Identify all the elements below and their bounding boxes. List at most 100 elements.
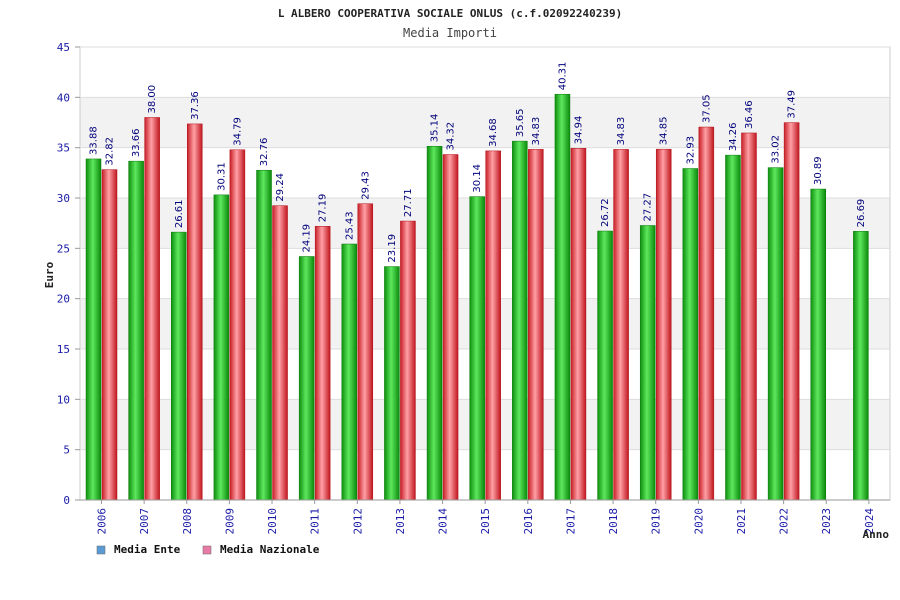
x-tick-label-2006: 2006 [96,508,109,535]
y-tick-label: 5 [63,444,70,457]
data-label-media-ente-2015: 30.14 [472,164,483,193]
data-label-media-nazionale-2015: 34.68 [488,118,499,147]
data-label-media-ente-2006: 33.88 [89,126,100,155]
x-tick-label-2024: 2024 [863,508,876,535]
x-tick-label-2013: 2013 [394,508,407,535]
y-tick-label: 0 [63,494,70,507]
bar-media-ente-2014 [426,146,443,501]
data-label-media-nazionale-2019: 34.85 [659,117,670,146]
x-tick-label-2019: 2019 [650,508,663,535]
bars-group [85,93,869,501]
data-label-media-ente-2018: 26.72 [600,198,611,227]
bar-media-nazionale-2015 [485,150,501,501]
x-axis-label: Anno [863,528,890,541]
x-tick-label-2023: 2023 [820,508,833,535]
bar-media-ente-2015 [469,196,485,501]
x-tick-label-2007: 2007 [138,508,151,535]
bar-media-ente-2022 [767,167,784,501]
bar-media-ente-2024 [853,231,869,501]
data-label-media-nazionale-2011: 27.19 [318,194,329,223]
data-label-media-nazionale-2014: 34.32 [446,122,457,151]
bar-media-nazionale-2009 [229,149,246,501]
bar-media-nazionale-2010 [272,205,288,501]
data-label-media-ente-2024: 26.69 [856,199,867,228]
data-label-media-nazionale-2021: 36.46 [744,100,755,129]
x-tick-label-2022: 2022 [778,508,791,535]
bar-media-ente-2013 [384,266,400,501]
bar-media-ente-2018 [597,230,613,501]
data-label-media-ente-2011: 24.19 [302,224,313,253]
y-tick-label: 35 [57,142,70,155]
data-label-media-nazionale-2009: 34.79 [232,117,243,146]
x-tick-label-2012: 2012 [351,508,364,535]
x-tick-label-2014: 2014 [437,508,450,535]
y-tick-label: 15 [57,343,70,356]
bar-media-ente-2017 [554,93,571,501]
data-label-media-nazionale-2008: 37.36 [190,91,201,120]
bar-media-ente-2023 [810,188,826,501]
bar-media-ente-2019 [639,225,656,501]
chart-title: L ALBERO COOPERATIVA SOCIALE ONLUS (c.f.… [278,7,622,20]
x-tick-label-2017: 2017 [564,508,577,535]
y-tick-label: 45 [57,41,70,54]
legend-swatch-media-nazionale [202,545,212,555]
data-label-media-ente-2021: 34.26 [728,122,739,151]
data-label-media-ente-2010: 32.76 [259,138,270,167]
data-label-media-ente-2016: 35.65 [515,108,526,137]
bar-media-ente-2006 [85,158,102,501]
data-label-media-ente-2022: 33.02 [771,135,782,164]
x-tick-label-2015: 2015 [479,508,492,535]
bar-media-nazionale-2007 [144,117,160,501]
bar-media-nazionale-2016 [528,149,544,501]
data-label-media-nazionale-2010: 29.24 [275,173,286,202]
legend: Media Ente Media Nazionale [96,543,320,556]
data-label-media-nazionale-2018: 34.83 [616,117,627,146]
x-tick-label-2020: 2020 [692,508,705,535]
bar-media-nazionale-2012 [357,203,374,501]
bar-media-nazionale-2022 [783,122,800,501]
bar-media-ente-2021 [725,154,741,501]
data-label-media-ente-2020: 32.93 [685,136,696,165]
bar-media-ente-2020 [682,168,699,501]
legend-swatch-media-ente [96,545,106,555]
chart-subtitle: Media Importi [403,26,497,40]
y-axis-label: Euro [43,261,56,288]
bar-media-nazionale-2013 [400,220,416,501]
y-tick-label: 25 [57,242,70,255]
bar-media-ente-2012 [341,243,358,501]
data-label-media-nazionale-2013: 27.71 [403,188,414,217]
bar-media-ente-2009 [213,194,230,501]
data-label-media-nazionale-2007: 38.00 [147,85,158,114]
bar-media-ente-2007 [128,160,144,501]
data-label-media-nazionale-2016: 34.83 [531,117,542,146]
data-label-media-ente-2023: 30.89 [813,156,824,185]
x-tick-label-2021: 2021 [735,508,748,535]
legend-label-media-nazionale: Media Nazionale [220,543,320,556]
data-label-media-ente-2012: 25.43 [344,211,355,240]
y-axis-ticks: 0 5 10 15 20 25 30 35 40 45 [57,41,80,507]
y-tick-label: 30 [57,192,70,205]
bar-media-ente-2010 [256,169,272,501]
data-label-media-nazionale-2022: 37.49 [787,90,798,119]
x-tick-label-2018: 2018 [607,508,620,535]
bar-media-nazionale-2011 [314,226,331,501]
x-tick-label-2016: 2016 [522,508,535,535]
x-axis-ticks: 2006 2007 2008 2009 2010 2011 2012 2013 2014 2015… [80,499,890,535]
data-label-media-ente-2013: 23.19 [387,234,398,263]
bar-media-nazionale-2020 [698,126,715,501]
data-label-media-ente-2009: 30.31 [216,162,227,191]
bar-media-nazionale-2019 [655,148,672,501]
bar-media-nazionale-2021 [741,132,757,501]
data-label-media-nazionale-2012: 29.43 [360,171,371,200]
bar-media-ente-2008 [171,231,187,501]
data-label-media-ente-2019: 27.27 [643,193,654,222]
data-label-media-nazionale-2017: 34.94 [573,116,584,145]
y-tick-label: 20 [57,293,70,306]
bar-media-nazionale-2008 [187,123,203,501]
data-label-media-nazionale-2020: 37.05 [701,94,712,123]
x-tick-label-2010: 2010 [266,508,279,535]
x-tick-label-2009: 2009 [223,508,236,535]
y-tick-label: 10 [57,393,70,406]
plot-band [80,47,890,98]
bar-media-ente-2016 [512,140,528,501]
